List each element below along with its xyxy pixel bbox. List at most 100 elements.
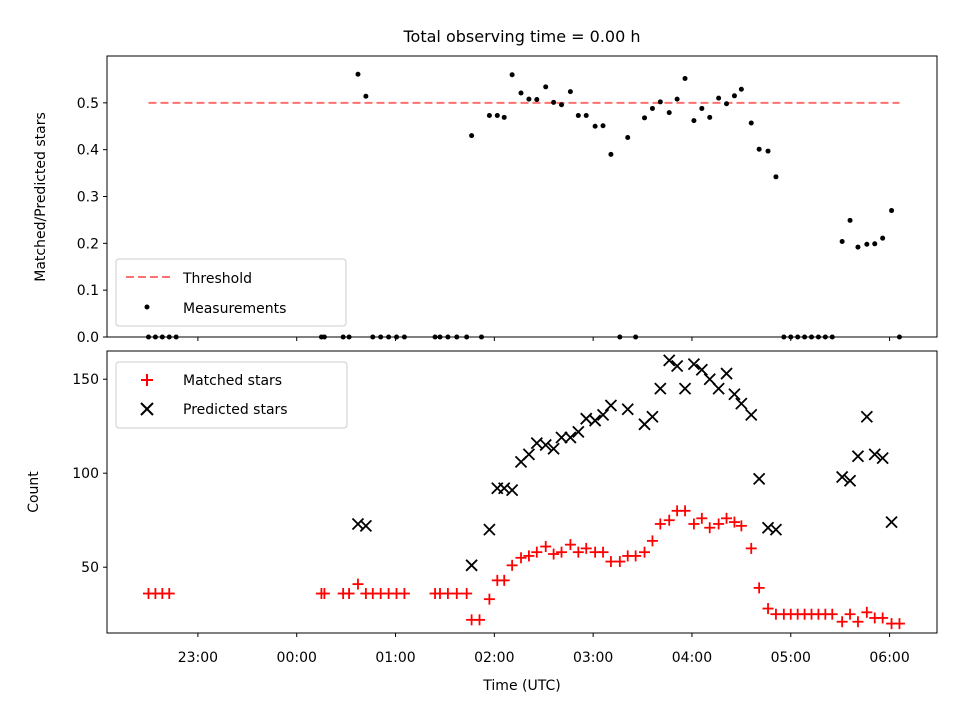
measurement-point — [666, 110, 672, 116]
count-legend-box — [115, 361, 348, 429]
ratio-y-tick-label: 0.3 — [77, 190, 99, 206]
matched-stars-point — [630, 550, 642, 562]
matched-stars-point — [852, 616, 864, 628]
matched-stars-point — [745, 542, 757, 554]
matched-stars-point — [614, 556, 626, 568]
ratio-y-ticks: 0.0 0.1 0.2 0.3 0.4 0.5 — [77, 96, 107, 346]
matched-stars-point — [556, 546, 568, 558]
matched-stars-point — [704, 522, 716, 534]
measurement-point — [748, 120, 754, 126]
predicted-stars-point — [351, 517, 365, 531]
matched-stars-point — [483, 593, 495, 605]
legend-predicted-swatch — [140, 402, 154, 416]
count-axes-frame — [106, 350, 938, 634]
measurement-point — [738, 86, 744, 92]
predicted-stars-point — [712, 382, 725, 395]
measurement-point — [756, 146, 762, 152]
predicted-stars-point — [646, 410, 659, 423]
measurement-point — [551, 99, 557, 105]
measurement-point — [765, 148, 771, 154]
matched-stars-point — [398, 588, 410, 600]
matched-stars-point — [515, 552, 527, 564]
measurement-point — [486, 112, 492, 118]
measurement-point — [864, 241, 870, 247]
matched-stars-point — [654, 518, 666, 530]
count-y-ticks: 50 100 150 — [72, 372, 107, 576]
count-y-tick-label: 100 — [72, 466, 99, 482]
measurement-point — [534, 97, 540, 103]
legend-predicted-label: Predicted stars — [183, 402, 288, 418]
measurement-point — [691, 118, 697, 124]
matched-stars-point — [506, 559, 518, 571]
matched-stars-point — [352, 578, 364, 590]
predicted-stars-point — [621, 403, 634, 416]
predicted-stars-point — [498, 482, 511, 495]
predicted-stars-point — [465, 559, 478, 572]
measurement-point — [583, 112, 589, 118]
predicted-stars-point — [876, 452, 889, 465]
matched-stars-point — [646, 535, 658, 547]
predicted-stars-point — [843, 474, 857, 487]
legend-threshold-label: Threshold — [182, 271, 252, 287]
predicted-stars-point — [851, 450, 865, 463]
matched-stars-point — [844, 608, 856, 620]
matched-stars-point — [688, 518, 700, 530]
matched-stars-point — [735, 520, 747, 532]
matched-stars-point — [679, 505, 691, 517]
matched-stars-point — [663, 514, 675, 526]
predicted-stars-point — [564, 431, 577, 444]
predicted-stars-point — [654, 382, 667, 395]
ratio-y-tick-label: 0.5 — [77, 96, 99, 112]
count-x-tick-label: 23:00 — [178, 650, 218, 666]
predicted-stars-point — [359, 519, 373, 532]
measurement-point — [649, 105, 655, 111]
measurement-point — [682, 75, 688, 81]
matched-stars-point — [597, 546, 609, 558]
measurement-point — [469, 133, 475, 139]
matched-stars-point — [548, 548, 560, 560]
measurement-point — [567, 89, 573, 95]
measurement-point — [716, 95, 722, 101]
predicted-stars-point — [663, 354, 676, 367]
predicted-stars-point — [860, 410, 873, 423]
predicted-stars-point — [588, 414, 602, 427]
ratio-y-tick-label: 0.4 — [77, 143, 99, 159]
predicted-stars-point — [572, 425, 585, 438]
matched-stars-point — [762, 603, 774, 615]
measurement-point — [674, 96, 680, 102]
measurement-point — [657, 99, 663, 105]
predicted-stars-point — [769, 523, 783, 536]
measurement-point — [592, 123, 598, 129]
measurement-point — [731, 93, 737, 99]
matched-stars-point — [451, 588, 463, 600]
matched-stars-point — [580, 542, 592, 554]
ratio-y-tick-label: 0.1 — [77, 283, 99, 299]
predicted-stars-point — [745, 408, 758, 422]
legend-measurements-swatch — [144, 304, 150, 310]
measurement-point — [880, 235, 886, 241]
matched-stars-point — [564, 539, 576, 551]
measurement-point — [625, 134, 631, 140]
predicted-stars-point — [483, 523, 496, 536]
matched-stars-point — [836, 616, 848, 628]
measurement-point — [494, 112, 500, 118]
matched-stars-point — [826, 608, 838, 620]
measurement-point — [355, 71, 361, 77]
matched-stars-point — [639, 546, 651, 558]
predicted-stars-point — [678, 382, 692, 395]
measurement-point — [575, 112, 581, 118]
count-x-tick-label: 06:00 — [869, 650, 909, 666]
measurement-point — [642, 115, 648, 121]
measurement-point — [724, 101, 730, 107]
predicted-stars-point — [547, 442, 560, 455]
predicted-stars-point — [596, 408, 610, 422]
matched-stars-point — [540, 541, 552, 553]
matched-stars-point — [461, 588, 473, 600]
count-plot-area — [143, 354, 905, 630]
chart-title: Total observing time = 0.00 h — [402, 27, 640, 46]
predicted-stars-point — [505, 483, 519, 497]
legend-matched-label: Matched stars — [183, 373, 282, 389]
measurement-point — [699, 105, 705, 111]
